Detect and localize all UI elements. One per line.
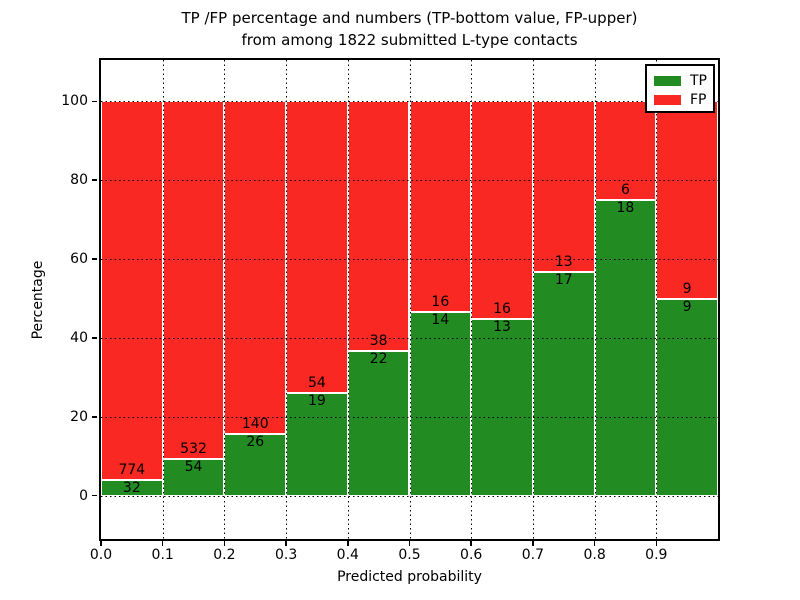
fp-count-label: 9 (682, 280, 692, 297)
vertical-gridline (471, 60, 473, 539)
y-tick-label: 60 (70, 251, 88, 268)
tp-count-label: 26 (246, 433, 265, 450)
fp-bar-segment (656, 101, 718, 299)
fp-bar-segment (286, 101, 348, 393)
annotations-layer: 774 32 532 54 140 26 54 19 38 22 16 14 16 13 13 17 6 18 9 9 (101, 60, 718, 539)
vertical-gridline (594, 60, 596, 539)
fp-count-label: 16 (431, 293, 450, 310)
y-tick-mark (92, 179, 97, 181)
chart-title-line2: from among 1822 submitted L-type contact… (241, 31, 578, 49)
fp-bar-segment (347, 101, 410, 352)
vertical-gridline (162, 60, 164, 539)
x-tick-mark (285, 541, 287, 546)
tp-count-label: 9 (682, 298, 692, 315)
y-tick-label: 100 (61, 93, 88, 110)
vertical-gridline (656, 60, 658, 539)
vertical-gridline (224, 60, 226, 539)
tp-count-label: 19 (308, 393, 326, 409)
x-tick-mark (161, 541, 164, 546)
x-tick-label: 0.5 (398, 547, 421, 563)
y-axis-label: Percentage (30, 260, 46, 340)
fp-count-label: 54 (308, 375, 326, 392)
legend-label-tp: TP (690, 72, 707, 89)
x-tick-mark (470, 541, 472, 546)
vertical-gridline (347, 60, 349, 539)
legend-label-fp: FP (690, 91, 707, 108)
x-tick-label: 0.2 (213, 547, 236, 563)
x-tick-label: 0.1 (151, 547, 174, 563)
legend-swatch-fp (654, 94, 681, 105)
fp-bar-segment (162, 101, 225, 460)
fp-count-label: 140 (241, 415, 269, 432)
y-tick-label: 20 (70, 408, 88, 425)
x-tick-label: 0.7 (521, 547, 545, 563)
x-tick-mark (347, 541, 349, 546)
fp-bar-segment (594, 101, 657, 200)
x-tick-label: 0.8 (583, 547, 606, 563)
tp-count-label: 13 (493, 318, 511, 335)
y-tick-label: 80 (70, 172, 88, 189)
tp-count-label: 32 (122, 479, 141, 496)
y-tick-mark (92, 258, 97, 260)
x-tick-mark (593, 541, 596, 546)
y-tick-mark (92, 100, 97, 103)
x-tick-label: 0.4 (336, 547, 359, 563)
fp-count-label: 774 (118, 461, 146, 478)
tp-bar-segment (101, 479, 163, 496)
x-tick-mark (655, 541, 658, 546)
y-tick-label: 40 (70, 329, 88, 346)
tp-count-label: 17 (554, 272, 573, 289)
legend-entry-tp: TP (654, 71, 713, 90)
legend-entry-fp: FP (654, 90, 713, 109)
y-tick-mark (92, 494, 97, 497)
fp-count-label: 13 (554, 254, 573, 271)
y-tick-mark (92, 416, 97, 418)
x-tick-label: 0.3 (274, 547, 298, 563)
x-tick-mark (532, 541, 534, 546)
x-tick-mark (223, 541, 226, 546)
tp-count-label: 18 (616, 199, 635, 216)
y-tick-mark (92, 337, 97, 339)
chart-title-line1: TP /FP percentage and numbers (TP-bottom… (181, 9, 638, 27)
x-tick-mark (100, 541, 102, 546)
fp-count-label: 532 (180, 441, 207, 458)
legend-swatch-tp (654, 75, 681, 86)
x-tick-label: 0.0 (89, 547, 113, 563)
plot-area: 774 32 532 54 140 26 54 19 38 22 16 14 16 13 13 17 6 18 9 9… (99, 58, 720, 541)
y-tick-label: 0 (79, 487, 88, 504)
tp-count-label: 54 (184, 459, 203, 476)
tp-bar-segment (656, 298, 718, 496)
bars-layer (101, 60, 718, 539)
fp-count-label: 38 (369, 333, 388, 350)
tp-count-label: 14 (431, 311, 450, 328)
fp-count-label: 6 (620, 181, 630, 198)
tp-count-label: 22 (369, 351, 388, 368)
tp-bar-segment (471, 318, 533, 496)
fp-bar-segment (532, 101, 595, 273)
tp-bar-segment (162, 459, 225, 496)
x-tick-label: 0.6 (460, 547, 483, 563)
fp-count-label: 16 (493, 300, 511, 317)
x-tick-label: 0.9 (645, 547, 668, 563)
x-axis-label: Predicted probability (337, 569, 482, 585)
tp-bar-segment (409, 311, 472, 496)
tp-bar-segment (532, 272, 595, 496)
vertical-gridline (532, 60, 534, 539)
legend: TP FP (645, 64, 715, 113)
x-tick-mark (408, 541, 411, 546)
vertical-gridline (409, 60, 411, 539)
vertical-gridline (286, 60, 288, 539)
grid-layer (101, 60, 718, 539)
